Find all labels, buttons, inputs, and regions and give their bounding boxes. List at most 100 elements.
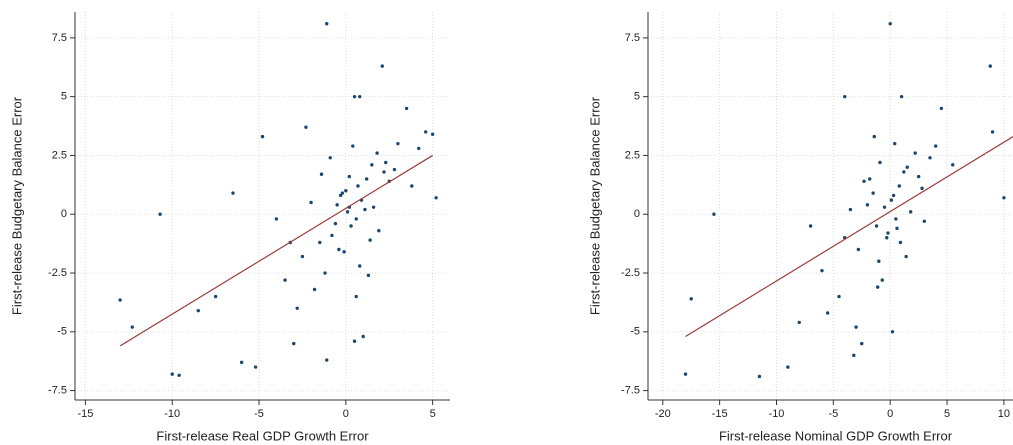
point (380, 64, 384, 68)
point (916, 174, 921, 179)
point (377, 228, 381, 233)
y-axis-title: First-release Budgetary Balance Error (9, 96, 24, 315)
point (877, 259, 881, 263)
x-tick-label: 5 (944, 408, 950, 420)
point (370, 163, 374, 167)
point (862, 179, 866, 184)
point (865, 203, 870, 207)
fit-line (119, 154, 433, 347)
point (878, 160, 882, 165)
point (356, 184, 360, 188)
y-tick-label: -2.5 (621, 267, 640, 279)
point (392, 167, 397, 172)
point (825, 311, 830, 315)
point (904, 254, 908, 259)
point (274, 217, 279, 221)
point (939, 106, 944, 111)
y-tick-label: 2.5 (52, 149, 67, 161)
y-tick-label: -5 (630, 326, 640, 338)
point (797, 320, 801, 325)
point (854, 325, 858, 329)
x-tick-label: -15 (77, 408, 93, 420)
point (231, 191, 235, 195)
point (902, 170, 906, 174)
point (899, 94, 904, 99)
y-tick-label: 7.5 (625, 32, 640, 44)
x-tick-label: -20 (655, 408, 671, 420)
point (333, 221, 338, 226)
y-tick-label: -5 (57, 326, 67, 338)
x-axis-title: First-release Real GDP Growth Error (156, 428, 369, 443)
point (905, 165, 909, 169)
point (371, 205, 376, 209)
point (404, 106, 409, 111)
point (170, 372, 174, 376)
point (375, 151, 379, 155)
point (363, 207, 367, 212)
point (382, 170, 386, 174)
fit-line (685, 136, 1013, 338)
point (880, 278, 884, 282)
point (347, 174, 352, 179)
point (852, 353, 856, 358)
point (318, 240, 322, 245)
point (683, 372, 688, 376)
point (951, 163, 955, 167)
y-axis-title: First-release Budgetary Balance Error (587, 96, 602, 315)
point (330, 233, 334, 238)
point (894, 217, 898, 221)
y-tick-label: -7.5 (48, 385, 67, 397)
point (366, 273, 371, 278)
point (340, 191, 345, 195)
point (888, 22, 892, 26)
point (875, 285, 880, 289)
x-tick-label: -15 (712, 408, 728, 420)
point (283, 278, 287, 282)
y-tick-label: 0 (634, 208, 640, 220)
point (868, 177, 872, 181)
point (349, 224, 353, 228)
point (352, 339, 357, 343)
point (1002, 196, 1006, 200)
point (893, 141, 897, 146)
point (345, 210, 350, 214)
point (891, 193, 896, 198)
point (319, 172, 324, 176)
y-tick-label: -7.5 (621, 385, 640, 397)
point (354, 294, 358, 299)
point (361, 334, 365, 339)
point (882, 205, 887, 209)
point (988, 64, 992, 68)
point (354, 217, 358, 221)
point (890, 330, 895, 334)
point (295, 306, 299, 310)
point (351, 144, 355, 148)
point (309, 200, 313, 205)
point (328, 156, 332, 160)
point (913, 151, 917, 155)
point (325, 358, 329, 362)
point (239, 360, 244, 365)
point (908, 210, 913, 214)
x-tick-label: -5 (254, 408, 264, 420)
point (335, 203, 339, 207)
point (423, 130, 428, 134)
point (338, 193, 343, 198)
x-tick-label: -10 (164, 408, 180, 420)
point (885, 236, 889, 240)
point (417, 146, 421, 151)
point (325, 22, 329, 26)
point (898, 240, 903, 245)
point (323, 271, 327, 275)
point (874, 224, 879, 228)
point (848, 207, 853, 212)
point (843, 94, 847, 99)
point (856, 247, 861, 252)
point (342, 250, 346, 254)
y-tick-label: 5 (61, 91, 67, 103)
point (808, 224, 813, 228)
point (292, 341, 296, 346)
y-tick-label: -2.5 (48, 267, 67, 279)
point (689, 297, 693, 301)
